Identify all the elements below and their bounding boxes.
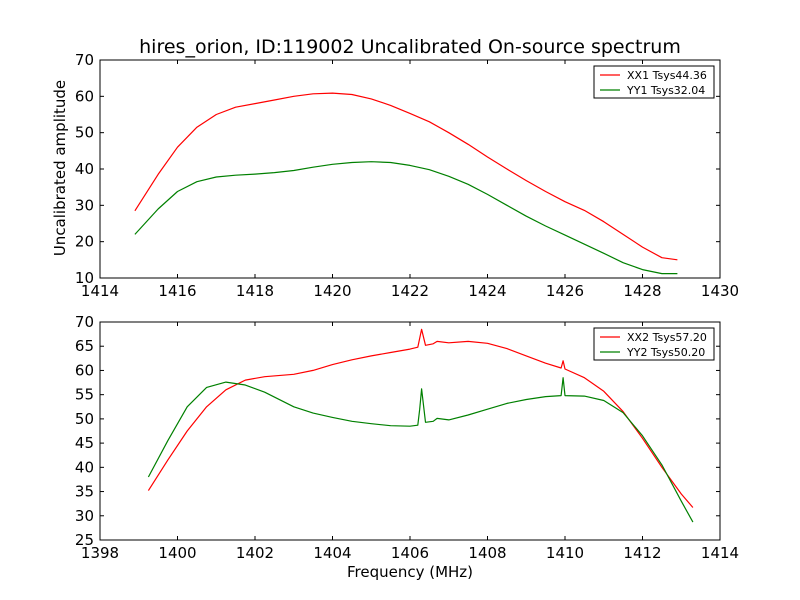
bottom-series-lines — [147, 328, 694, 523]
bottom-x-tick-label-7: 1412 — [623, 544, 661, 562]
top-y-tick-label-1: 20 — [75, 233, 94, 251]
bottom-y-tick-label-0: 25 — [75, 531, 94, 549]
top-legend-box — [593, 65, 715, 99]
bottom-x-tick-label-5: 1408 — [468, 544, 506, 562]
bottom-y-tick-label-1: 30 — [75, 507, 94, 525]
top-x-tick-label-7: 1428 — [623, 282, 661, 300]
top-x-tick-label-3: 1420 — [313, 282, 351, 300]
bottom-legend-label-1: XX2 Tsys57.20 — [627, 331, 707, 344]
bottom-x-tick-label-6: 1410 — [546, 544, 584, 562]
top-x-tick-label-0: 1414 — [81, 282, 119, 300]
top-x-tick-label-1: 1416 — [158, 282, 196, 300]
bottom-subplot: Frequency (MHz) 1398 1400 1402 1404 1406 1408… — [75, 313, 739, 581]
top-y-axis-label: Uncalibrated amplitude — [51, 80, 69, 256]
top-series-line-2 — [134, 161, 678, 275]
top-chart-title: hires_orion, ID:119002 Uncalibrated On-s… — [139, 36, 681, 58]
bottom-x-tick-label-0: 1398 — [81, 544, 119, 562]
bottom-y-tick-label-7: 60 — [75, 361, 94, 379]
bottom-x-axis-label: Frequency (MHz) — [347, 563, 473, 581]
bottom-legend-box — [593, 327, 715, 361]
bottom-y-tick-label-3: 40 — [75, 458, 94, 476]
bottom-y-tick-label-5: 50 — [75, 410, 94, 428]
top-x-tick-label-6: 1426 — [546, 282, 584, 300]
bottom-x-tick-label-3: 1404 — [313, 544, 351, 562]
bottom-axis-ticks: 1398 1400 1402 1404 1406 1408 1410 1412 1414 25 30… — [75, 313, 739, 562]
bottom-x-tick-label-2: 1402 — [236, 544, 274, 562]
top-plot-frame — [99, 59, 721, 279]
bottom-y-tick-label-4: 45 — [75, 434, 94, 452]
top-y-tick-label-3: 40 — [75, 160, 94, 178]
top-y-tick-label-4: 50 — [75, 124, 94, 142]
bottom-legend-label-2: YY2 Tsys50.20 — [626, 346, 705, 359]
bottom-y-tick-label-8: 65 — [75, 337, 94, 355]
bottom-x-tick-label-8: 1414 — [701, 544, 739, 562]
bottom-y-tick-label-2: 35 — [75, 483, 94, 501]
top-x-tick-label-8: 1430 — [701, 282, 739, 300]
top-y-tick-label-2: 30 — [75, 196, 94, 214]
top-legend-label-1: XX1 Tsys44.36 — [627, 69, 707, 82]
bottom-legend: XX2 Tsys57.20 YY2 Tsys50.20 — [593, 327, 715, 361]
top-axis-ticks: 1414 1416 1418 1420 1422 1424 1426 1428 1430 10 20… — [75, 51, 739, 300]
bottom-x-tick-label-1: 1400 — [158, 544, 196, 562]
bottom-series-line-2 — [147, 377, 694, 523]
bottom-y-tick-label-9: 70 — [75, 313, 94, 331]
top-subplot: hires_orion, ID:119002 Uncalibrated On-s… — [51, 36, 739, 300]
top-y-tick-label-0: 10 — [75, 269, 94, 287]
bottom-y-tick-label-6: 55 — [75, 386, 94, 404]
top-x-tick-label-4: 1422 — [391, 282, 429, 300]
top-x-tick-label-2: 1418 — [236, 282, 274, 300]
top-legend-label-2: YY1 Tsys32.04 — [626, 84, 705, 97]
bottom-series-line-1 — [147, 328, 694, 508]
top-x-tick-label-5: 1424 — [468, 282, 506, 300]
bottom-x-tick-label-4: 1406 — [391, 544, 429, 562]
top-series-line-1 — [134, 92, 678, 261]
top-legend: XX1 Tsys44.36 YY1 Tsys32.04 — [593, 65, 715, 99]
top-y-tick-label-5: 60 — [75, 87, 94, 105]
top-y-tick-label-6: 70 — [75, 51, 94, 69]
top-series-lines — [134, 92, 678, 275]
bottom-plot-frame — [99, 321, 721, 541]
